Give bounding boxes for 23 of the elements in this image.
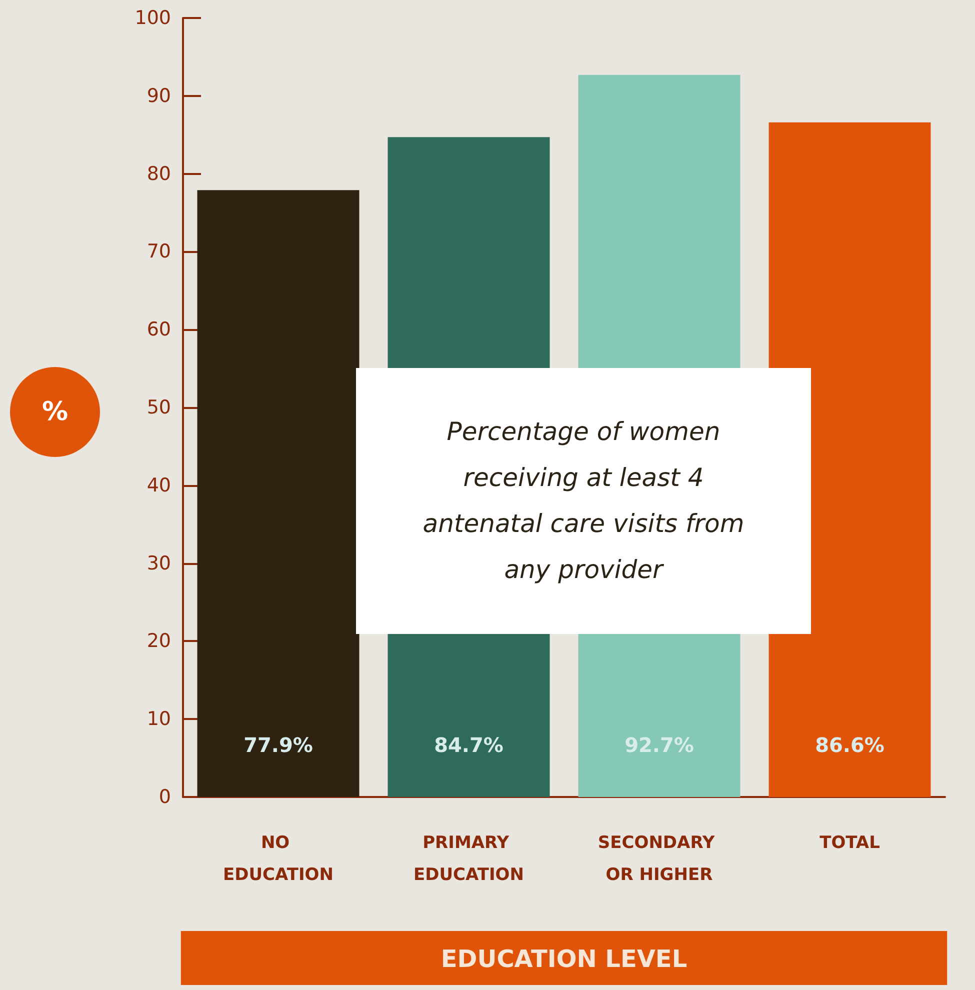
y-tick-label: 20 [146,630,171,652]
note-card: Percentage of women receiving at least 4 antenatal care visits from any provider [356,368,811,634]
y-tick-label: 90 [146,84,171,107]
x-tick-label: TOTAL [820,833,880,853]
y-tick-label: 50 [146,396,171,418]
data-label: 84.7% [434,733,504,757]
y-tick-label: 60 [146,318,171,341]
data-label: 92.7% [624,733,694,757]
text: Percentage of women receiving at least 4 antenatal care visits from any provider [422,416,746,586]
x-tick-label: PRIMARY EDUCATION [414,833,524,885]
y-axis-title: % [42,397,68,427]
y-tick-label: 40 [146,474,171,496]
y-tick-label: 70 [146,240,171,263]
y-tick-label: 0 [158,786,171,808]
data-label: 86.6% [815,733,884,757]
x-tick-label: SECONDARY OR HIGHER [598,833,721,885]
x-axis-title: EDUCATION LEVEL [440,945,688,973]
y-tick-label: 100 [134,7,171,29]
data-label: 77.9% [244,733,313,757]
x-tick-label: NO EDUCATION [223,833,334,885]
y-tick-label: 30 [146,552,171,574]
y-tick-label: 80 [146,162,171,185]
y-tick-label: 10 [146,708,171,730]
